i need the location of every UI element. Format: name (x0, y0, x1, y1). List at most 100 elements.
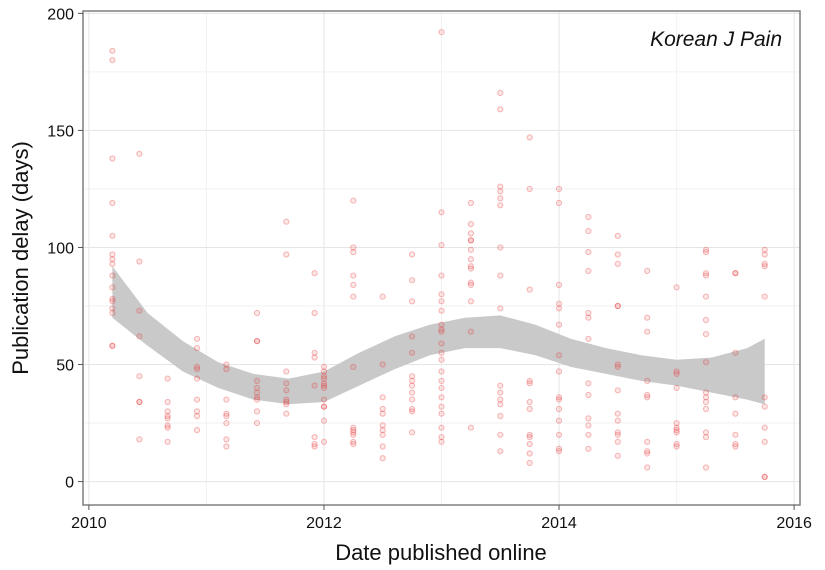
data-point (438, 321, 445, 328)
data-point (109, 284, 116, 291)
data-point (702, 389, 710, 396)
smooth-confidence-band (112, 266, 765, 405)
data-point (497, 305, 504, 312)
data-point (193, 396, 201, 403)
data-point (555, 185, 563, 192)
data-point (526, 377, 533, 384)
data-point (614, 363, 621, 370)
data-point (320, 368, 328, 375)
data-point (350, 424, 357, 431)
data-point (253, 309, 261, 317)
data-point (673, 427, 680, 434)
data-point (409, 277, 416, 284)
data-point (193, 345, 201, 352)
data-point (497, 272, 504, 279)
data-point (223, 436, 230, 443)
data-point (702, 359, 710, 366)
y-axis-title: Publication delay (days) (8, 141, 33, 375)
data-point (438, 28, 445, 36)
data-point (702, 398, 710, 406)
data-point (761, 293, 768, 300)
data-point (614, 431, 621, 438)
data-point (438, 356, 445, 363)
data-point (702, 249, 710, 256)
y-tick-label: 200 (47, 6, 74, 23)
data-point (614, 452, 621, 459)
data-point (350, 429, 357, 436)
data-point (164, 375, 171, 382)
data-point (497, 195, 504, 202)
data-point (193, 408, 201, 415)
data-point (644, 450, 651, 457)
data-point (644, 267, 651, 274)
data-point (320, 375, 328, 382)
data-point (438, 349, 445, 356)
data-point (526, 286, 533, 293)
data-point (109, 47, 116, 54)
x-tick-label: 2010 (71, 515, 107, 532)
data-point (673, 284, 680, 291)
data-point (702, 429, 710, 436)
data-point (702, 272, 710, 279)
data-point (467, 221, 474, 228)
data-point (526, 459, 533, 466)
data-point (585, 213, 592, 221)
data-point (497, 448, 504, 455)
data-point (223, 443, 230, 450)
data-point (467, 328, 474, 335)
data-point (283, 368, 290, 375)
data-point (320, 384, 328, 391)
data-point (614, 302, 621, 310)
data-point (193, 335, 201, 342)
data-point (379, 422, 386, 429)
data-point (109, 155, 116, 162)
smooth-band-layer (112, 266, 765, 405)
data-point (702, 316, 710, 324)
data-point (409, 377, 416, 384)
data-point (350, 427, 357, 434)
data-point (438, 298, 445, 305)
data-point (497, 412, 504, 420)
data-point (350, 441, 357, 448)
data-point (585, 314, 592, 321)
data-point (644, 448, 651, 455)
data-point (409, 389, 416, 396)
data-point (164, 408, 171, 415)
data-point (732, 270, 739, 277)
data-point (311, 382, 318, 389)
data-point (702, 246, 710, 253)
data-point (253, 408, 261, 415)
data-point (253, 377, 261, 384)
data-point (438, 272, 445, 279)
data-point (438, 394, 445, 401)
data-point (409, 396, 416, 403)
data-point (732, 349, 739, 356)
data-point (585, 391, 592, 399)
data-point (497, 183, 504, 190)
data-point (526, 405, 533, 413)
data-point (283, 387, 290, 394)
data-point (438, 328, 445, 335)
data-point (555, 305, 563, 312)
data-point (409, 251, 416, 258)
data-point (555, 405, 563, 413)
data-point (732, 443, 739, 450)
data-point (136, 150, 143, 157)
data-point (526, 431, 533, 438)
data-point (644, 464, 651, 471)
data-point (350, 249, 357, 256)
data-point (526, 434, 533, 441)
data-point (438, 326, 445, 333)
data-point (614, 302, 621, 310)
data-point (320, 417, 328, 424)
x-tick-label: 2014 (541, 515, 577, 532)
data-point (350, 281, 357, 288)
data-point (497, 106, 504, 113)
data-point (438, 403, 445, 410)
data-point (614, 387, 621, 394)
data-point (526, 441, 533, 448)
data-point (320, 380, 328, 387)
data-point (350, 431, 357, 438)
data-point (702, 394, 710, 401)
data-point (109, 232, 116, 239)
